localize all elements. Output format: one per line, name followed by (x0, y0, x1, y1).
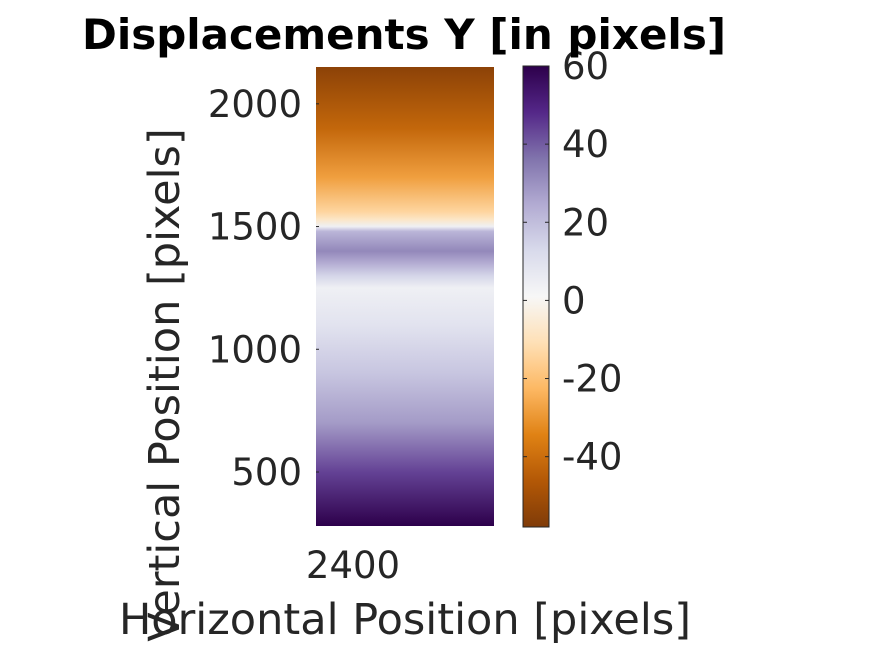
x-axis-label: Horizontal Position [pixels] (119, 595, 691, 645)
y-tick-label: 1500 (208, 206, 302, 249)
colorbar-tick-label: -40 (562, 436, 622, 479)
y-tick-label: 1000 (208, 328, 302, 371)
chart-title: Displacements Y [in pixels] (82, 10, 726, 59)
colorbar: -40 -20 0 20 40 60 (522, 45, 622, 528)
y-axis-ticks: 500 1000 1500 2000 (208, 83, 319, 494)
y-tick-label: 500 (231, 451, 302, 494)
colorbar-gradient (522, 65, 550, 528)
colorbar-ticks: -40 -20 0 20 40 60 (523, 45, 622, 479)
x-tick-label: 2400 (306, 544, 400, 587)
x-axis-ticks: 2400 (306, 544, 400, 587)
colorbar-tick-label: 20 (562, 201, 609, 244)
colorbar-tick-label: 0 (562, 279, 586, 322)
colorbar-tick-label: -20 (562, 358, 622, 401)
colorbar-tick-label: 60 (562, 45, 609, 88)
heatmap-plot: 500 1000 1500 2000 2400 (208, 67, 494, 587)
heatmap-area (316, 67, 494, 526)
y-tick-label: 2000 (208, 83, 302, 126)
colorbar-tick-label: 40 (562, 123, 609, 166)
y-axis-label: Vertical Position [pixels] (140, 128, 190, 641)
